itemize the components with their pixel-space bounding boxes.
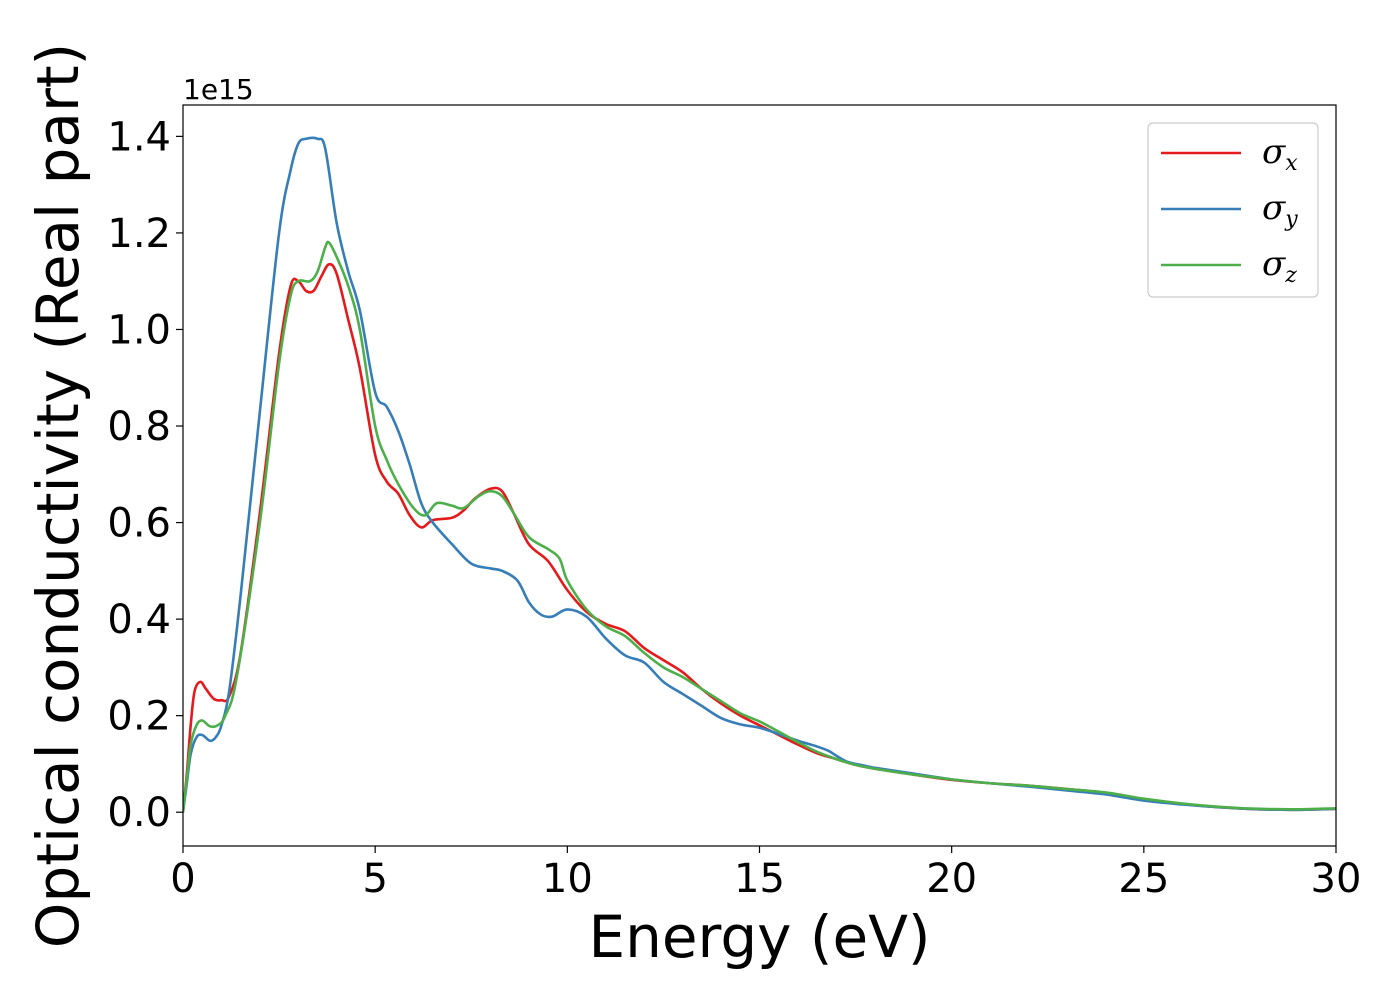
x-axis-title: Energy (eV) — [588, 903, 930, 971]
legend-label-x: σx — [1262, 132, 1298, 176]
x-tick-label: 0 — [170, 856, 195, 902]
y-tick-label: 1.2 — [107, 211, 171, 257]
x-tick-label: 30 — [1311, 856, 1362, 902]
y-tick-label: 0.0 — [107, 790, 171, 836]
x-axis-ticks: 0 5 10 15 20 25 30 — [170, 846, 1361, 902]
y-tick-label: 1.0 — [107, 307, 171, 353]
x-tick-label: 25 — [1118, 856, 1169, 902]
y-tick-label: 0.6 — [107, 501, 171, 547]
series-lines — [183, 136, 1336, 813]
y-tick-label: 1.4 — [107, 114, 171, 160]
y-tick-label: 0.8 — [107, 404, 171, 450]
y-tick-label: 0.2 — [107, 694, 171, 740]
y-axis-title: Optical conductivity (Real part) — [24, 43, 92, 948]
legend: σx σy σz — [1147, 122, 1319, 298]
legend-label-z: σz — [1262, 244, 1297, 288]
y-axis-ticks: 0.0 0.2 0.4 0.6 0.8 1.0 1.2 1.4 — [107, 114, 183, 836]
y-tick-label: 0.4 — [107, 597, 171, 643]
legend-label-y: σy — [1262, 188, 1298, 232]
x-tick-label: 5 — [362, 856, 387, 902]
y-offset-label: 1e15 — [183, 73, 254, 106]
x-tick-label: 10 — [542, 856, 593, 902]
x-tick-label: 15 — [734, 856, 785, 902]
x-tick-label: 20 — [926, 856, 977, 902]
series-line-z — [183, 240, 1336, 813]
